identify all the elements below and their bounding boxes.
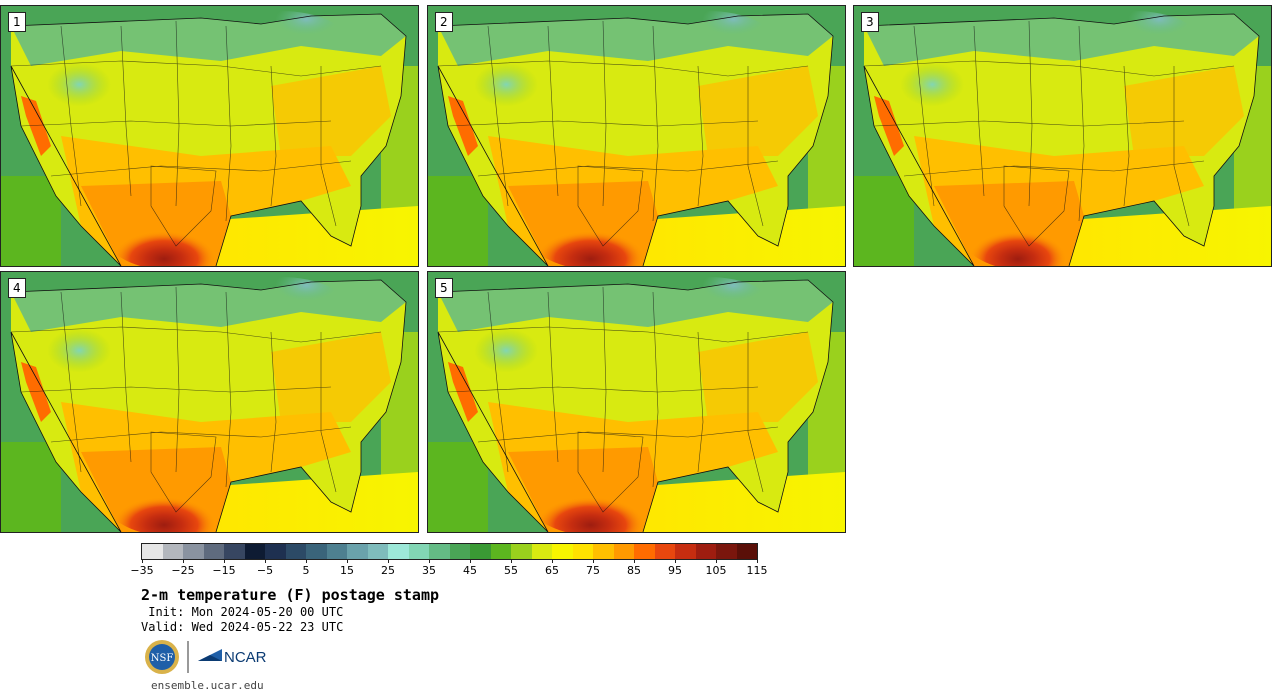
colorbar-swatch bbox=[142, 544, 163, 559]
colorbar-swatch bbox=[265, 544, 286, 559]
colorbar-swatch bbox=[429, 544, 450, 559]
colorbar-tick-label: 65 bbox=[545, 564, 559, 577]
colorbar-swatch bbox=[634, 544, 655, 559]
map-panel-4: 4 bbox=[0, 271, 419, 533]
colorbar-tick-mark bbox=[142, 559, 143, 563]
colorbar-swatch bbox=[716, 544, 737, 559]
colorbar-swatch bbox=[388, 544, 409, 559]
nsf-logo-text: NSF bbox=[151, 653, 174, 664]
colorbar-tick-mark bbox=[429, 559, 430, 563]
website-link[interactable]: ensemble.ucar.edu bbox=[151, 679, 264, 692]
colorbar-tick-mark bbox=[593, 559, 594, 563]
panel-number-label: 2 bbox=[435, 12, 453, 32]
colorbar-swatch bbox=[224, 544, 245, 559]
colorbar-tick-mark bbox=[757, 559, 758, 563]
colorbar-tick-label: 5 bbox=[302, 564, 310, 577]
ncar-logo-icon: NCAR bbox=[198, 649, 267, 666]
panel-number-label: 1 bbox=[8, 12, 26, 32]
colorbar-tick-label: 25 bbox=[381, 564, 395, 577]
colorbar-tick-label: 95 bbox=[668, 564, 682, 577]
colorbar-tick-mark bbox=[347, 559, 348, 563]
colorbar-swatch bbox=[490, 544, 511, 559]
colorbar-tick-label: −25 bbox=[171, 564, 195, 577]
colorbar-tick-mark bbox=[716, 559, 717, 563]
colorbar-swatch bbox=[511, 544, 532, 559]
map-panel-2: 2 bbox=[427, 5, 846, 267]
colorbar-swatch bbox=[306, 544, 327, 559]
plot-title: 2-m temperature (F) postage stamp bbox=[141, 586, 440, 604]
colorbar-swatch bbox=[367, 544, 388, 559]
valid-time: Valid: Wed 2024-05-22 23 UTC bbox=[141, 620, 344, 634]
colorbar-tick-label: 75 bbox=[586, 564, 600, 577]
colorbar-tick-mark bbox=[265, 559, 266, 563]
colorbar-tick-label: 45 bbox=[463, 564, 477, 577]
colorbar-tick-label: 15 bbox=[340, 564, 354, 577]
colorbar-swatch bbox=[654, 544, 675, 559]
colorbar-swatch bbox=[613, 544, 634, 559]
colorbar-tick-mark bbox=[470, 559, 471, 563]
colorbar-swatch bbox=[408, 544, 429, 559]
colorbar-tick-mark bbox=[306, 559, 307, 563]
colorbar-swatch bbox=[552, 544, 573, 559]
colorbar-swatch bbox=[183, 544, 204, 559]
colorbar-tick-label: 35 bbox=[422, 564, 436, 577]
nsf-logo-icon: NSF bbox=[145, 640, 179, 674]
panel-number-label: 5 bbox=[435, 278, 453, 298]
colorbar-tick-label: 55 bbox=[504, 564, 518, 577]
colorbar-swatch bbox=[347, 544, 368, 559]
init-time: Init: Mon 2024-05-20 00 UTC bbox=[141, 605, 344, 619]
colorbar-swatch bbox=[203, 544, 224, 559]
panel-number-label: 3 bbox=[861, 12, 879, 32]
map-panel-1: 1 bbox=[0, 5, 419, 267]
ncar-logo-text: NCAR bbox=[224, 649, 267, 666]
colorbar-tick-label: −5 bbox=[256, 564, 274, 577]
colorbar-swatch bbox=[675, 544, 696, 559]
colorbar-tick-label: 105 bbox=[705, 564, 727, 577]
colorbar-swatch bbox=[736, 544, 757, 559]
logos: NSF NCAR bbox=[144, 639, 274, 675]
colorbar-tick-mark bbox=[634, 559, 635, 563]
colorbar-tick-mark bbox=[675, 559, 676, 563]
colorbar-tick-label: −15 bbox=[212, 564, 236, 577]
colorbar-swatch bbox=[531, 544, 552, 559]
colorbar-tick-label: 85 bbox=[627, 564, 641, 577]
colorbar-swatch bbox=[572, 544, 593, 559]
map-panel-3: 3 bbox=[853, 5, 1272, 267]
panel-number-label: 4 bbox=[8, 278, 26, 298]
colorbar-tick-label: 115 bbox=[746, 564, 768, 577]
colorbar-tick-mark bbox=[552, 559, 553, 563]
colorbar-swatch bbox=[449, 544, 470, 559]
colorbar-swatch bbox=[695, 544, 716, 559]
colorbar-swatch bbox=[285, 544, 306, 559]
temperature-colorbar bbox=[141, 543, 758, 560]
colorbar-swatch bbox=[244, 544, 265, 559]
colorbar-swatch bbox=[326, 544, 347, 559]
colorbar-tick-mark bbox=[388, 559, 389, 563]
colorbar-swatch bbox=[593, 544, 614, 559]
colorbar-tick-label: −35 bbox=[130, 564, 154, 577]
colorbar-tick-mark bbox=[183, 559, 184, 563]
colorbar-swatch bbox=[470, 544, 491, 559]
colorbar-tick-mark bbox=[511, 559, 512, 563]
colorbar-tick-mark bbox=[224, 559, 225, 563]
colorbar-swatch bbox=[162, 544, 183, 559]
map-panel-5: 5 bbox=[427, 271, 846, 533]
